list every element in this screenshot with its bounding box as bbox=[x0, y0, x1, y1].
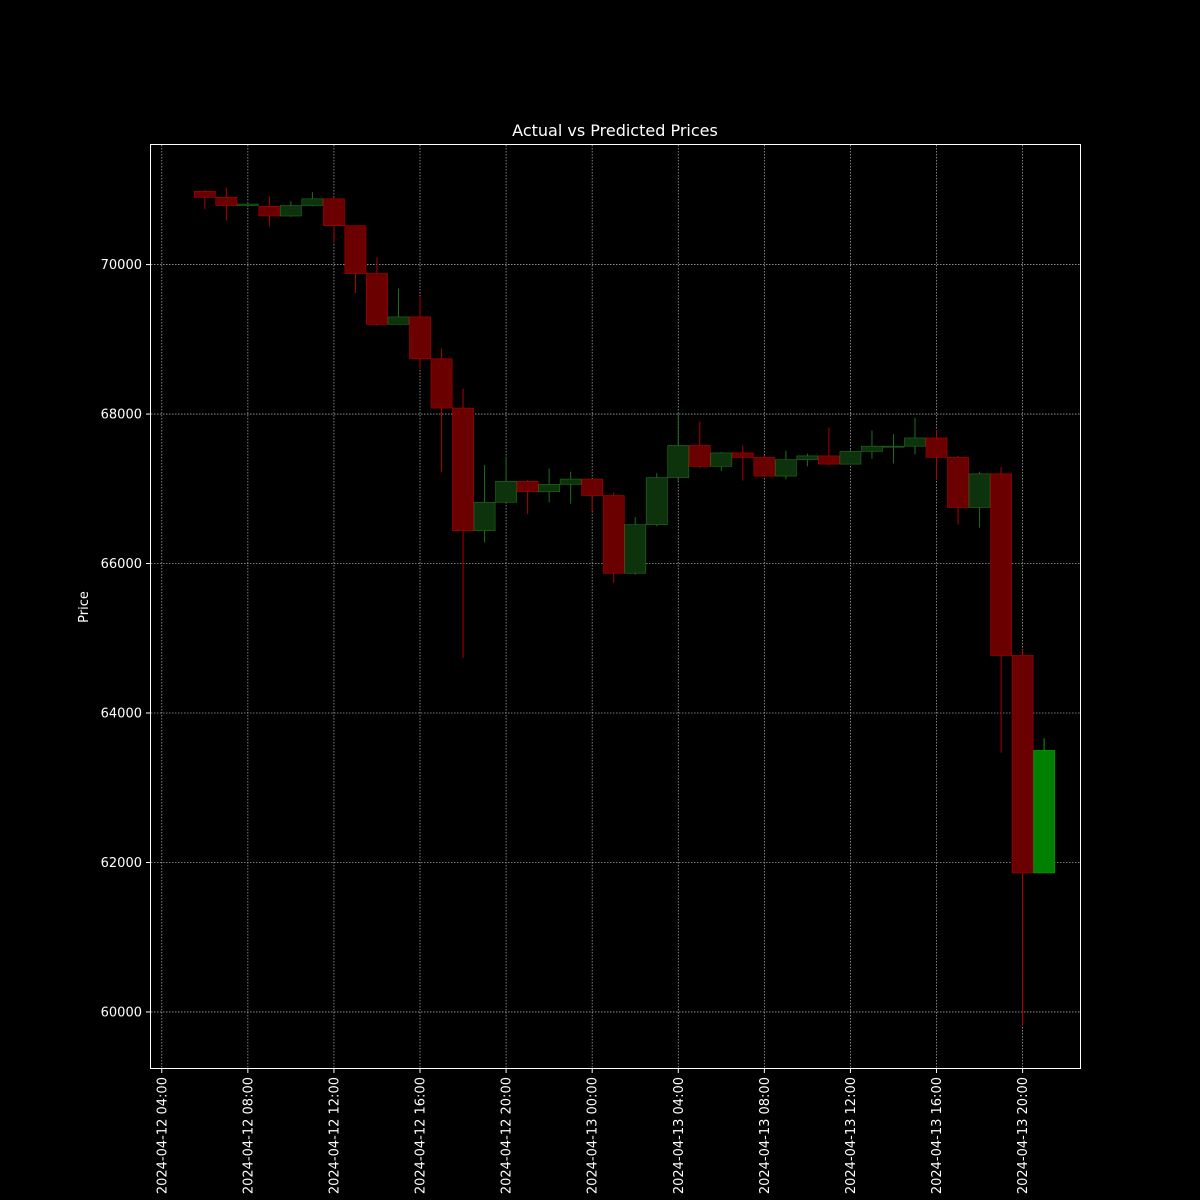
candle-body-up bbox=[495, 481, 517, 503]
candle-body-down bbox=[602, 495, 625, 574]
candle-body-up bbox=[775, 459, 797, 477]
candle-body-down bbox=[818, 455, 840, 465]
x-tick-label: 2024-04-13 00:00 bbox=[586, 1077, 601, 1194]
candle-body-up bbox=[237, 203, 259, 206]
candle-body-down bbox=[731, 452, 754, 458]
predicted-candle-body bbox=[1033, 750, 1055, 874]
candle-body-down bbox=[409, 316, 431, 360]
candle-body-down bbox=[430, 358, 453, 409]
candle-body-down bbox=[258, 205, 281, 217]
x-tick-label: 2024-04-12 08:00 bbox=[241, 1077, 256, 1194]
candle-body-down bbox=[516, 481, 539, 493]
candle-body-down bbox=[323, 198, 345, 227]
candle-body-up bbox=[387, 316, 410, 325]
candle-body-up bbox=[796, 455, 819, 460]
candle-body-up bbox=[645, 477, 668, 525]
candle-body-down bbox=[452, 407, 474, 531]
candles bbox=[193, 187, 1055, 1026]
candle-body-up bbox=[667, 445, 690, 478]
y-tick-label: 68000 bbox=[101, 408, 142, 423]
x-tick-label: 2024-04-12 12:00 bbox=[327, 1077, 342, 1194]
x-tick-label: 2024-04-12 04:00 bbox=[155, 1077, 170, 1194]
candle-body-down bbox=[990, 473, 1012, 656]
candle-body-down bbox=[925, 437, 948, 458]
x-tick-label: 2024-04-12 16:00 bbox=[414, 1077, 429, 1194]
candle-body-up bbox=[861, 445, 883, 452]
y-tick-label: 70000 bbox=[101, 258, 142, 273]
y-tick-label: 64000 bbox=[101, 707, 142, 722]
plot-frame bbox=[150, 144, 1081, 1069]
candle-body-down bbox=[947, 457, 969, 508]
grid-lines bbox=[151, 145, 1080, 1068]
candle-body-up bbox=[904, 437, 926, 447]
candle-body-down bbox=[193, 191, 216, 198]
candle-body-up bbox=[710, 452, 733, 467]
x-tick-label: 2024-04-13 12:00 bbox=[844, 1077, 859, 1194]
candle-body-down bbox=[366, 273, 388, 325]
axis-ticks: 60000 62000 64000 66000 68000 70000 2024-04-12… bbox=[101, 258, 1031, 1194]
x-tick-label: 2024-04-13 20:00 bbox=[1016, 1077, 1031, 1194]
y-tick-label: 62000 bbox=[101, 856, 142, 871]
candle-body-down bbox=[215, 197, 238, 206]
candle-body-down bbox=[753, 457, 776, 477]
candle-body-down bbox=[688, 445, 711, 467]
candle-body-up bbox=[882, 445, 905, 448]
candle-body-up bbox=[559, 478, 582, 485]
chart-title: Actual vs Predicted Prices bbox=[512, 121, 718, 140]
candle-body-down bbox=[1011, 655, 1034, 874]
candle-body-up bbox=[968, 473, 991, 508]
y-tick-label: 60000 bbox=[101, 1005, 142, 1020]
candle-body-up bbox=[624, 524, 647, 574]
y-axis-label: Price bbox=[77, 591, 92, 623]
candle-body-down bbox=[344, 225, 367, 274]
x-tick-label: 2024-04-13 08:00 bbox=[758, 1077, 773, 1194]
candle-body-up bbox=[301, 198, 324, 206]
candle-body-up bbox=[473, 501, 496, 531]
x-tick-label: 2024-04-12 20:00 bbox=[500, 1077, 515, 1194]
x-tick-label: 2024-04-13 16:00 bbox=[930, 1077, 945, 1194]
candle-body-up bbox=[280, 205, 302, 217]
x-tick-label: 2024-04-13 04:00 bbox=[672, 1077, 687, 1194]
candle-body-up bbox=[839, 451, 862, 465]
y-tick-label: 66000 bbox=[101, 557, 142, 572]
candle-body-up bbox=[538, 484, 560, 493]
candle-body-down bbox=[581, 478, 604, 496]
